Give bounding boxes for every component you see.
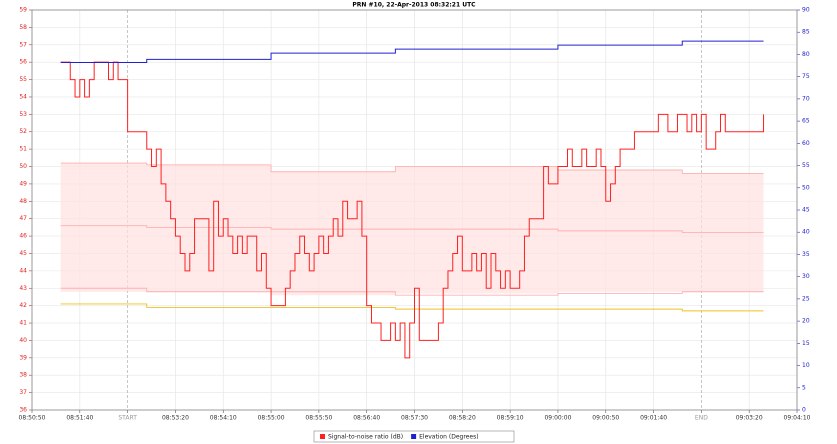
y2-tick-label: 35 (802, 251, 810, 258)
y-tick-label: 49 (19, 180, 27, 187)
y2-tick-label: 5 (802, 384, 806, 391)
series-line (60, 40, 764, 63)
legend-swatch (411, 434, 417, 439)
x-tick-label: 09:03:20 (736, 415, 763, 422)
x-tick-label: 08:51:40 (66, 415, 93, 422)
x-tick-label: 09:00:50 (592, 415, 619, 422)
y-tick-label: 41 (19, 320, 27, 327)
y-tick-label: 51 (19, 146, 27, 153)
legend-label: Signal-to-noise ratio (dB) (328, 433, 403, 440)
band-line (60, 303, 764, 312)
x-tick-label: START (118, 415, 137, 422)
y-tick-label: 53 (19, 111, 27, 118)
plot-frame (31, 9, 798, 411)
y2-tick-label: 45 (802, 207, 810, 214)
y-tick-label: 48 (19, 198, 27, 205)
y-tick-label: 38 (19, 372, 27, 379)
y2-tick-label: 75 (802, 73, 810, 80)
y2-tick-label: 0 (802, 407, 806, 414)
y2-tick-label: 90 (802, 7, 810, 14)
x-tick-label: 08:56:40 (353, 415, 380, 422)
y-tick-label: 54 (19, 93, 27, 100)
x-tick-label: 08:58:20 (449, 415, 476, 422)
y-tick-label: 58 (19, 24, 27, 31)
legend-label: Elevation (Degrees) (419, 433, 478, 440)
x-tick-label: 08:57:30 (401, 415, 428, 422)
y2-tick-label: 10 (802, 362, 810, 369)
y2-tick-label: 70 (802, 95, 810, 102)
y-tick-label: 43 (19, 285, 27, 292)
x-tick-label: 08:53:20 (162, 415, 189, 422)
band-line (60, 287, 764, 296)
y-tick-label: 46 (19, 233, 27, 240)
series-line (60, 61, 765, 359)
y-tick-label: 39 (19, 354, 27, 361)
y2-tick-label: 15 (802, 340, 810, 347)
legend-swatch (320, 434, 325, 439)
x-tick-label: 08:55:50 (305, 415, 332, 422)
y-tick-label: 47 (19, 215, 27, 222)
x-tick-label: 08:54:10 (210, 415, 237, 422)
x-tick-label: 08:59:10 (497, 415, 524, 422)
band-line (60, 225, 764, 234)
y2-tick-label: 25 (802, 295, 810, 302)
x-tick-label: END (695, 415, 708, 422)
y2-tick-label: 60 (802, 140, 810, 147)
y-tick-label: 57 (19, 41, 27, 48)
y2-tick-label: 80 (802, 51, 810, 58)
y2-tick-label: 30 (802, 273, 810, 280)
y-tick-label: 55 (19, 76, 27, 83)
x-tick-label: 09:01:40 (640, 415, 667, 422)
y2-tick-label: 65 (802, 118, 810, 125)
y2-tick-label: 50 (802, 184, 810, 191)
y-tick-label: 40 (19, 337, 27, 344)
y-tick-label: 45 (19, 250, 27, 257)
y2-tick-label: 85 (802, 29, 810, 36)
x-tick-label: 08:55:00 (258, 415, 285, 422)
y-tick-label: 56 (19, 59, 27, 66)
y-tick-label: 52 (19, 128, 27, 135)
y2-tick-label: 40 (802, 229, 810, 236)
y-tick-label: 42 (19, 302, 27, 309)
y2-tick-label: 55 (802, 162, 810, 169)
y2-tick-label: 20 (802, 318, 810, 325)
y-tick-label: 37 (19, 389, 27, 396)
x-tick-label: 09:04:10 (784, 415, 811, 422)
x-tick-label: 08:50:50 (19, 415, 46, 422)
y-tick-label: 59 (19, 7, 27, 14)
y-tick-label: 50 (19, 163, 27, 170)
chart-title: PRN #10, 22-Apr-2013 08:32:21 UTC (352, 2, 476, 9)
y-tick-label: 36 (19, 407, 27, 414)
x-tick-label: 09:00:00 (544, 415, 571, 422)
legend: Signal-to-noise ratio (dB) Elevation (Deg… (313, 430, 515, 443)
band-line (60, 162, 764, 174)
y-tick-label: 44 (19, 267, 27, 274)
